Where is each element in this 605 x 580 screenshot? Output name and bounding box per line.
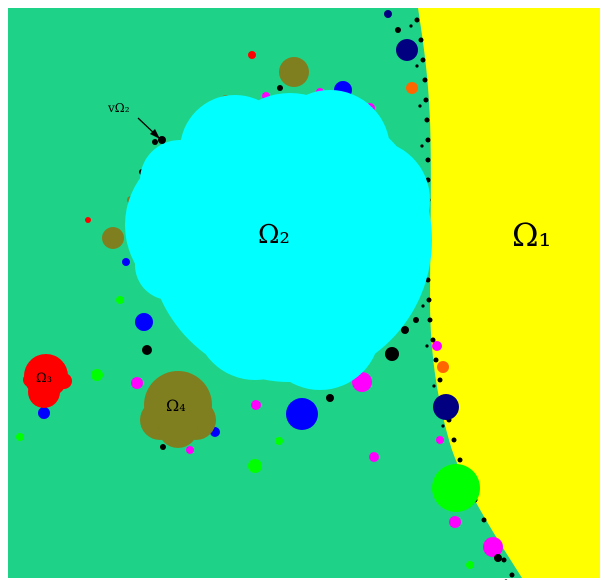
omega1-label: Ω₁ xyxy=(512,216,551,254)
boundary-bead xyxy=(441,424,445,428)
boundary-bead xyxy=(418,104,422,108)
blue-bulb xyxy=(286,398,318,430)
point-label: vΩ₂ xyxy=(107,101,130,115)
magenta-bulb xyxy=(449,516,461,528)
boundary-bead xyxy=(425,277,431,283)
boundary-bead xyxy=(415,64,419,68)
boundary-bead xyxy=(481,517,487,523)
omega4-label: Ω₄ xyxy=(166,396,186,415)
green-bulb xyxy=(432,464,480,512)
black-bulb xyxy=(385,347,399,361)
boundary-bead xyxy=(426,297,432,303)
navy-bulb xyxy=(384,10,392,18)
boundary-bead xyxy=(509,572,515,578)
green-bulb xyxy=(275,437,283,445)
black-bulb xyxy=(152,139,158,145)
boundary-bead xyxy=(425,137,431,143)
small-bulbs xyxy=(16,10,503,569)
boundary-bead xyxy=(501,557,507,563)
boundary-bead xyxy=(423,97,429,103)
magenta-bulb xyxy=(432,341,442,351)
boundary-bead xyxy=(420,144,424,148)
magenta-bulb xyxy=(251,400,261,410)
black-bulb xyxy=(401,326,409,334)
omega4-bulb xyxy=(279,57,309,87)
boundary-bead xyxy=(422,77,428,83)
boundary-bead xyxy=(451,437,457,443)
green-bulb xyxy=(16,433,24,441)
blue-bulb xyxy=(38,407,50,419)
boundary-bead xyxy=(425,157,431,163)
magenta-bulb xyxy=(131,377,143,389)
black-bulb xyxy=(142,345,152,355)
boundary-bead xyxy=(425,344,429,348)
black-bulb xyxy=(494,554,502,562)
navy-bulb xyxy=(433,394,459,420)
black-bulb xyxy=(277,85,283,91)
omega4-region xyxy=(140,371,216,448)
boundary-bead xyxy=(414,17,420,23)
boundary-bead xyxy=(432,384,436,388)
black-bulb xyxy=(413,317,419,323)
green-bulb xyxy=(466,561,474,569)
green-bulb xyxy=(91,369,103,381)
blue-bulb xyxy=(122,258,130,266)
boundary-bead xyxy=(427,317,433,323)
boundary-bead xyxy=(430,337,436,343)
green-bulb xyxy=(116,296,124,304)
boundary-bead xyxy=(437,377,443,383)
orange-bulb xyxy=(406,82,418,94)
omega1-region xyxy=(418,8,600,578)
boundary-bead xyxy=(420,57,426,63)
magenta-bulb xyxy=(369,452,379,462)
omega3-label: Ω₃ xyxy=(36,371,52,386)
omega3-bulb xyxy=(248,51,256,59)
blue-bulb xyxy=(135,313,153,331)
boundary-bead xyxy=(457,457,463,463)
navy-bulb xyxy=(396,39,418,61)
orange-bulb xyxy=(437,361,449,373)
boundary-bead xyxy=(409,24,413,28)
magenta-bulb xyxy=(436,436,444,444)
magenta-bulb xyxy=(186,446,194,454)
black-bulb xyxy=(326,394,334,402)
magenta-bulb xyxy=(483,537,503,557)
boundary-bead xyxy=(418,37,424,43)
omega2-region xyxy=(125,90,432,390)
omega3-region xyxy=(23,354,72,408)
omega4-bulb xyxy=(102,227,124,249)
boundary-bead xyxy=(424,117,430,123)
green-bulb xyxy=(248,459,262,473)
boundary-bead xyxy=(433,357,439,363)
boundary-bead xyxy=(421,304,425,308)
black-bulb xyxy=(160,444,166,450)
point-arrow-head xyxy=(150,129,160,139)
point-v-omega2 xyxy=(158,136,166,144)
omega2-label: Ω₂ xyxy=(258,220,290,250)
omega3-bulb xyxy=(85,217,91,223)
black-bulb xyxy=(395,27,401,33)
